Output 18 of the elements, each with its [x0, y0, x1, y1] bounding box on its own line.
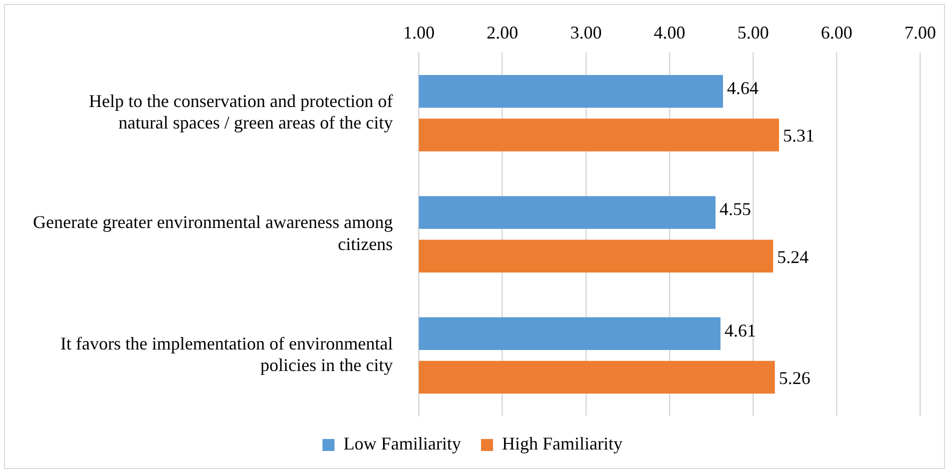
y-tick-label: It favors the implementation of environmental policies in the city: [60, 333, 393, 375]
data-label: 5.31: [783, 126, 815, 146]
data-label: 5.26: [778, 368, 810, 388]
x-tick-label: 5.00: [737, 22, 769, 43]
data-label: 4.61: [724, 320, 756, 340]
x-tick-label: 1.00: [403, 22, 435, 43]
x-tick-label: 2.00: [486, 22, 518, 43]
x-tick-label: 6.00: [820, 22, 852, 43]
y-tick-label: Help to the conservation and protection of natural spaces / green areas of the city: [88, 91, 393, 133]
x-tick-label: 3.00: [570, 22, 602, 43]
y-tick-label: Generate greater environmental awareness among citizens: [32, 212, 393, 254]
data-label: 5.24: [777, 246, 809, 267]
data-label: 4.55: [720, 199, 751, 220]
data-label: 4.64: [727, 78, 759, 98]
legend-label: High Familiarity: [502, 434, 622, 454]
x-tick-label: 4.00: [654, 22, 686, 43]
legend-label: Low Familiarity: [344, 434, 461, 454]
x-tick-label: 7.00: [904, 22, 936, 43]
